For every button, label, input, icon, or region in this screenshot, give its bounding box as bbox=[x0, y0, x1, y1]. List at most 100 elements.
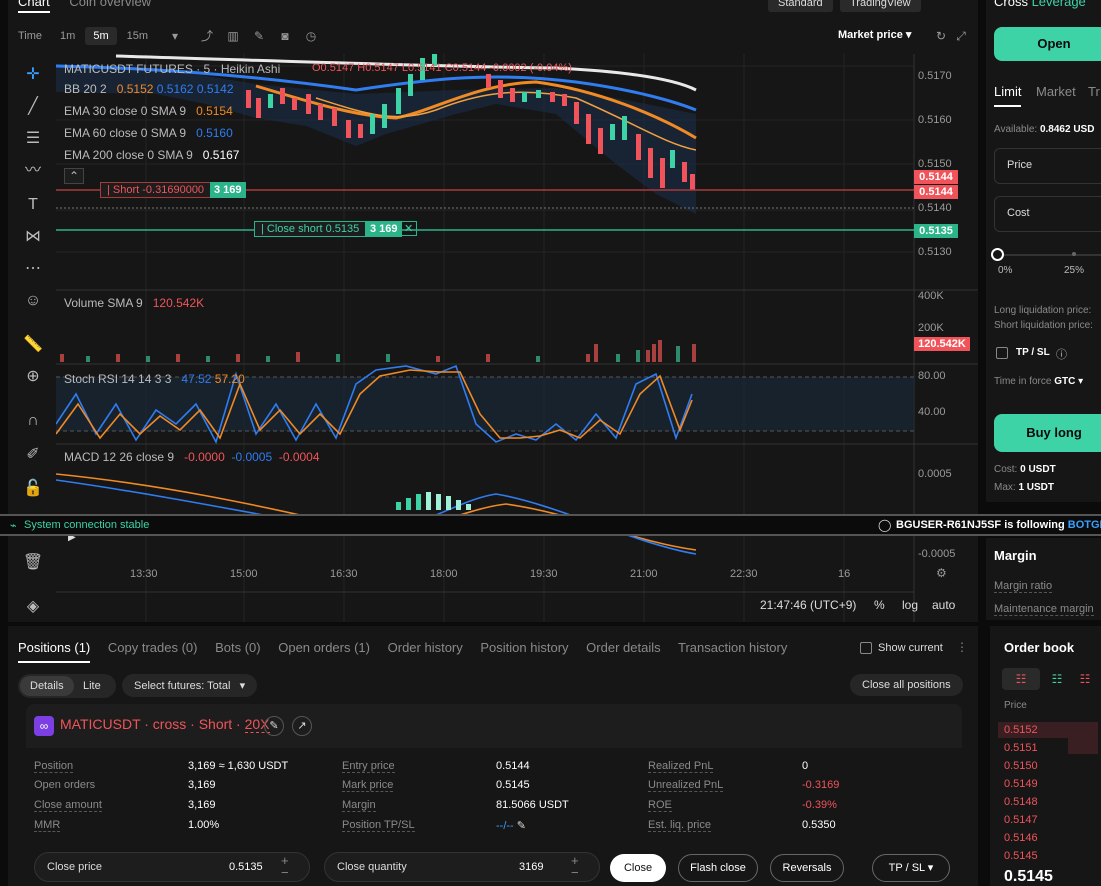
ask-row[interactable]: 0.5151 bbox=[1004, 742, 1038, 754]
tf-5m[interactable]: 5m bbox=[85, 27, 117, 45]
emoji-icon[interactable]: ☺ bbox=[24, 292, 42, 309]
tab-market[interactable]: Market bbox=[1036, 84, 1076, 99]
candle-type-icon[interactable]: ▥ bbox=[227, 29, 239, 43]
reset-icon[interactable]: ↻ bbox=[935, 29, 947, 43]
tab-bots[interactable]: Bots (0) bbox=[215, 640, 261, 655]
time-axis-2: 16:30 bbox=[330, 568, 358, 580]
market-price-select[interactable]: Market price ▾ bbox=[838, 29, 912, 41]
tpsl-checkbox[interactable] bbox=[996, 347, 1008, 359]
close-all-button[interactable]: Close all positions bbox=[850, 674, 963, 696]
fib-lines-icon[interactable]: ☰ bbox=[25, 130, 41, 147]
ask-row[interactable]: 0.5145 bbox=[1004, 850, 1038, 862]
slider-handle[interactable] bbox=[991, 248, 1004, 261]
play-icon[interactable]: ▶ bbox=[68, 532, 76, 543]
close-quantity-input[interactable]: Close quantity 3169 + − bbox=[324, 852, 600, 882]
chart-toolbar: Time 1m 5m 15m ▾ ⤴ ▥ ✎ ◙ ◷ Market price … bbox=[8, 22, 978, 50]
chevron-down-icon[interactable]: ▾ bbox=[172, 29, 179, 43]
tab-open-orders[interactable]: Open orders (1) bbox=[278, 640, 370, 655]
indicator-icon[interactable]: ⤴ bbox=[201, 29, 214, 43]
stoch-axis-1: 40.00 bbox=[918, 406, 946, 418]
zoom-icon[interactable]: ⊕ bbox=[26, 368, 40, 385]
book-view-asks-icon[interactable]: ☷ bbox=[1079, 672, 1091, 686]
book-view-both-icon[interactable]: ☷ bbox=[1002, 668, 1040, 690]
short-position-label[interactable]: | Short -0.31690000 bbox=[100, 182, 212, 198]
pattern-icon[interactable]: ⋈ bbox=[25, 228, 41, 245]
edit-icon[interactable]: ✎ bbox=[516, 820, 526, 832]
brush-icon[interactable]: 〰 bbox=[24, 162, 41, 179]
margin-mode[interactable]: Cross Leverage bbox=[994, 0, 1086, 9]
ask-row[interactable]: 0.5152 bbox=[1004, 724, 1038, 736]
follow-name[interactable]: BOTGRA bbox=[1067, 519, 1101, 531]
tab-transaction-history[interactable]: Transaction history bbox=[677, 640, 788, 655]
price-input[interactable]: Price bbox=[994, 148, 1101, 184]
more-icon[interactable]: ⋮ bbox=[956, 640, 968, 654]
text-icon[interactable]: T bbox=[28, 196, 38, 213]
measure-lines-icon[interactable]: ⋯ bbox=[25, 260, 41, 277]
kv-value[interactable]: --/-- ✎ bbox=[496, 819, 526, 832]
trendline-icon[interactable]: ╱ bbox=[28, 98, 38, 115]
lock-pencil-icon[interactable]: ✐ bbox=[26, 446, 40, 463]
magnet-icon[interactable]: ∩ bbox=[27, 412, 39, 429]
amount-slider[interactable] bbox=[998, 254, 1101, 256]
ask-row[interactable]: 0.5149 bbox=[1004, 778, 1038, 790]
tab-order-history[interactable]: Order history bbox=[387, 640, 463, 655]
lock-icon[interactable]: 🔓 bbox=[23, 480, 43, 497]
tab-coin-overview[interactable]: Coin overview bbox=[69, 0, 152, 9]
ask-row[interactable]: 0.5146 bbox=[1004, 832, 1038, 844]
tab-limit[interactable]: Limit bbox=[994, 84, 1022, 107]
minus-icon[interactable]: − bbox=[281, 865, 289, 880]
tf-15m[interactable]: 15m bbox=[126, 30, 149, 42]
open-tab-button[interactable]: Open bbox=[994, 27, 1101, 61]
leverage-label[interactable]: Leverage bbox=[1031, 0, 1086, 9]
time-in-force[interactable]: Time in force GTC ▾ bbox=[994, 376, 1083, 387]
leverage-value[interactable]: 20X bbox=[244, 716, 270, 733]
ask-row[interactable]: 0.5150 bbox=[1004, 760, 1038, 772]
percent-toggle[interactable]: % bbox=[874, 598, 885, 612]
details-toggle[interactable]: Details bbox=[20, 676, 74, 696]
settings-gear-icon[interactable]: ⚙ bbox=[936, 566, 947, 580]
flash-close-button[interactable]: Flash close bbox=[678, 854, 758, 882]
layers-icon[interactable]: ◈ bbox=[26, 598, 40, 615]
ruler-icon[interactable]: 📏 bbox=[23, 336, 43, 353]
buy-long-button[interactable]: Buy long bbox=[994, 414, 1101, 452]
close-button[interactable]: Close bbox=[610, 854, 666, 882]
show-current-checkbox[interactable] bbox=[860, 642, 872, 654]
futures-select[interactable]: Select futures: Total ▾ bbox=[122, 674, 258, 697]
collapse-legend-icon[interactable]: ⌃ bbox=[64, 168, 84, 184]
chart-area[interactable]: MATICUSDT FUTURES · 5 · Heikin Ashi O0.5… bbox=[56, 54, 978, 622]
tab-copy-trades[interactable]: Copy trades (0) bbox=[107, 640, 198, 655]
view-tradingview[interactable]: TradingView bbox=[840, 0, 921, 12]
book-view-bids-icon[interactable]: ☷ bbox=[1051, 672, 1063, 686]
edit-icon[interactable]: ✎ bbox=[264, 716, 284, 736]
tpsl-button[interactable]: TP / SL ▾ bbox=[872, 854, 950, 882]
log-toggle[interactable]: log bbox=[902, 598, 919, 612]
lite-toggle[interactable]: Lite bbox=[82, 680, 101, 692]
tf-time[interactable]: Time bbox=[18, 30, 43, 42]
tab-trigger[interactable]: Tr bbox=[1088, 84, 1100, 99]
tab-chart[interactable]: Chart bbox=[18, 0, 50, 13]
reversals-button[interactable]: Reversals bbox=[770, 854, 844, 882]
tf-1m[interactable]: 1m bbox=[60, 30, 76, 42]
auto-toggle[interactable]: auto bbox=[932, 598, 956, 612]
plus-icon[interactable]: + bbox=[571, 853, 579, 868]
view-standard[interactable]: Standard bbox=[768, 0, 833, 12]
close-short-label[interactable]: | Close short 0.5135 bbox=[254, 221, 367, 237]
plus-icon[interactable]: + bbox=[281, 853, 289, 868]
trash-icon[interactable]: 🗑 bbox=[22, 554, 44, 571]
pencil-icon[interactable]: ✎ bbox=[253, 29, 265, 43]
tab-order-details[interactable]: Order details bbox=[586, 640, 661, 655]
ask-row[interactable]: 0.5148 bbox=[1004, 796, 1038, 808]
minus-icon[interactable]: − bbox=[571, 865, 579, 880]
cost-input[interactable]: Cost bbox=[994, 196, 1101, 232]
close-icon[interactable]: ✕ bbox=[400, 221, 418, 236]
tab-positions[interactable]: Positions (1) bbox=[18, 640, 91, 663]
camera-icon[interactable]: ◙ bbox=[281, 29, 289, 43]
tab-position-history[interactable]: Position history bbox=[480, 640, 569, 655]
close-price-input[interactable]: Close price 0.5135 + − bbox=[34, 852, 310, 882]
share-icon[interactable]: ↗ bbox=[292, 716, 312, 736]
fullscreen-icon[interactable]: ⤢ bbox=[956, 29, 966, 43]
crosshair-icon[interactable]: ✛ bbox=[26, 66, 40, 83]
alarm-icon[interactable]: ◷ bbox=[305, 29, 317, 43]
info-icon[interactable]: ⓘ bbox=[1056, 349, 1067, 361]
ask-row[interactable]: 0.5147 bbox=[1004, 814, 1038, 826]
